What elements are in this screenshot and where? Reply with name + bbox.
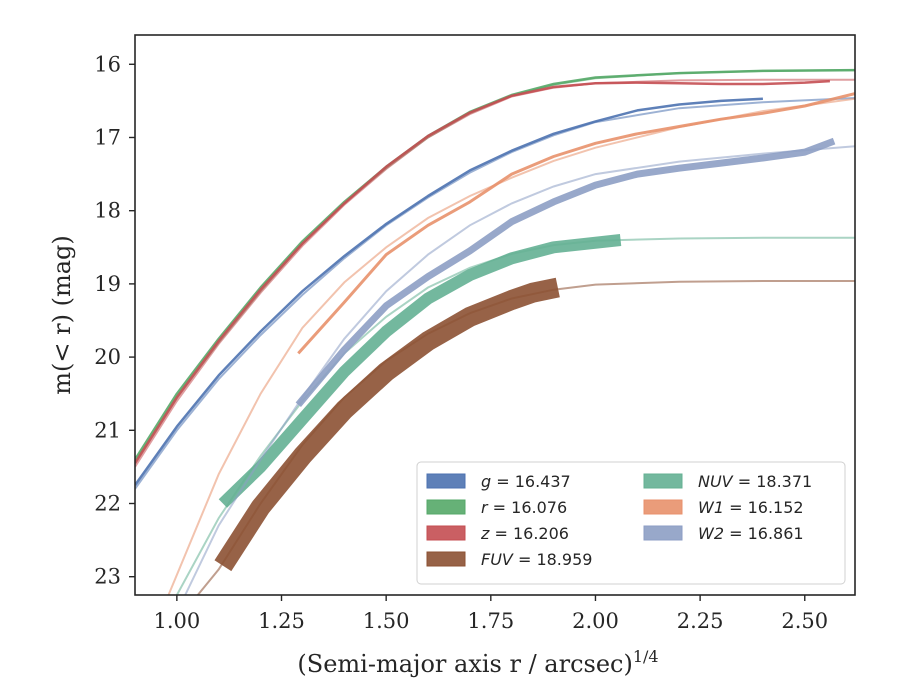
observed-band-W1 bbox=[297, 92, 855, 355]
observed-band-NUV bbox=[218, 234, 622, 508]
observed-band-FUV bbox=[214, 277, 560, 572]
legend-label-r: r = 16.076 bbox=[481, 498, 567, 517]
legend-swatch-W2 bbox=[643, 525, 683, 541]
x-axis: 1.00 1.25 1.50 1.75 2.00 2.25 2.50 bbox=[153, 595, 828, 633]
x-tick-label: 1.50 bbox=[363, 609, 410, 633]
legend-swatch-z bbox=[426, 525, 466, 541]
series-FUV bbox=[197, 277, 855, 595]
y-tick-label: 21 bbox=[94, 418, 121, 442]
series-NUV bbox=[176, 234, 855, 595]
legend-label-FUV: FUV = 18.959 bbox=[481, 550, 592, 569]
observed-band-z bbox=[135, 79, 830, 464]
observed-band-W2 bbox=[295, 137, 836, 407]
model-line-z bbox=[135, 78, 855, 468]
legend: g = 16.437 r = 16.076 z = 16.206 FUV = 18.9… bbox=[416, 461, 846, 585]
legend-label-NUV: NUV = 18.371 bbox=[698, 472, 812, 491]
x-axis-label: (Semi-major axis r / arcsec)1/4 bbox=[297, 647, 658, 678]
x-tick-label: 1.25 bbox=[258, 609, 305, 633]
legend-swatch-FUV bbox=[426, 551, 466, 567]
model-line-W1 bbox=[167, 97, 855, 595]
legend-swatch-NUV bbox=[643, 473, 683, 489]
series-W1 bbox=[167, 92, 855, 595]
y-tick-label: 18 bbox=[94, 199, 121, 223]
legend-swatch-W1 bbox=[643, 499, 683, 515]
legend-label-z: z = 16.206 bbox=[480, 524, 569, 543]
legend-swatch-r bbox=[426, 499, 466, 515]
series-z bbox=[135, 78, 855, 468]
y-tick-label: 23 bbox=[94, 565, 121, 589]
y-tick-label: 16 bbox=[94, 52, 121, 76]
y-tick-label: 17 bbox=[94, 125, 121, 149]
y-tick-label: 22 bbox=[94, 491, 121, 515]
y-axis: 16 17 18 19 20 21 22 23 bbox=[94, 52, 135, 589]
y-tick-label: 19 bbox=[94, 272, 121, 296]
series-g bbox=[135, 97, 855, 490]
x-axis-label-sup: 1/4 bbox=[633, 647, 659, 666]
model-line-NUV bbox=[176, 236, 855, 595]
series-layer bbox=[135, 68, 855, 595]
x-tick-label: 2.50 bbox=[781, 609, 828, 633]
legend-label-W1: W1 = 16.152 bbox=[698, 498, 804, 517]
legend-swatch-g bbox=[426, 473, 466, 489]
observed-band-g bbox=[135, 97, 763, 486]
x-tick-label: 2.25 bbox=[677, 609, 724, 633]
y-tick-label: 20 bbox=[94, 345, 121, 369]
x-tick-label: 1.00 bbox=[153, 609, 200, 633]
plot-frame bbox=[134, 34, 856, 596]
x-axis-label-main: (Semi-major axis r / arcsec) bbox=[297, 650, 632, 678]
x-tick-label: 2.00 bbox=[572, 609, 619, 633]
legend-label-W2: W2 = 16.861 bbox=[698, 524, 804, 543]
y-axis-label: m(< r) (mag) bbox=[48, 235, 76, 394]
legend-label-g: g = 16.437 bbox=[481, 472, 571, 491]
series-W2 bbox=[184, 137, 855, 595]
model-line-W2 bbox=[184, 145, 855, 595]
legend-box bbox=[416, 461, 846, 585]
x-tick-label: 1.75 bbox=[467, 609, 514, 633]
